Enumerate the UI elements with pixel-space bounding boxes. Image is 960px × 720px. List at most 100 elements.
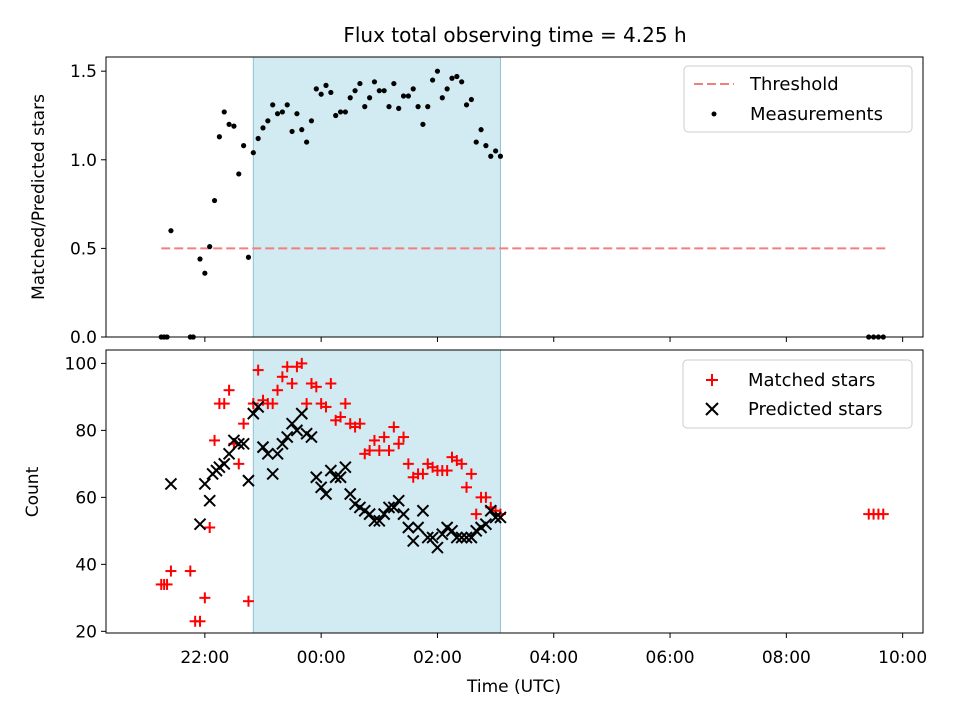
predicted-star-point (324, 464, 338, 477)
top-y-ticks: 0.0 0.5 1.0 1.5 (70, 62, 106, 348)
measurement-point (279, 109, 285, 115)
measurement-point (236, 171, 242, 177)
matched-star-point (877, 508, 889, 520)
measurement-point (459, 79, 465, 85)
predicted-star-point (266, 467, 279, 481)
measurement-point (434, 68, 441, 74)
predicted-star-point (222, 447, 236, 461)
matched-star-point (272, 384, 284, 396)
matched-star-point (398, 431, 410, 443)
matched-star-point (184, 565, 196, 577)
measurement-point (352, 88, 358, 94)
predicted-star-point (218, 457, 231, 471)
predicted-star-point (431, 541, 444, 554)
measurement-point (493, 148, 499, 154)
matched-star-point (276, 371, 288, 383)
measurement-point (308, 118, 315, 124)
matched-star-point (242, 595, 254, 607)
predicted-star-point (436, 527, 449, 541)
measurement-point (357, 80, 363, 87)
measurement-point (270, 102, 276, 108)
measurement-point (362, 104, 368, 110)
measurement-point (250, 150, 256, 156)
matched-star-point (393, 438, 405, 450)
y-tick-label: 1.5 (70, 62, 97, 82)
predicted-star-point (363, 507, 376, 521)
predicted-star-point (397, 507, 410, 521)
measurement-point (488, 153, 494, 159)
measurement-point (274, 111, 281, 117)
legend-predicted-label: Predicted stars (748, 399, 882, 420)
matched-star-point (378, 431, 390, 443)
bottom-y-ticks: 20 40 60 80 100 (65, 354, 106, 642)
matched-star-point (402, 458, 414, 470)
measurement-point (473, 139, 479, 145)
matched-star-point (301, 398, 313, 410)
measurement-point (468, 96, 474, 103)
measurement-point (497, 153, 504, 159)
measurement-point (396, 105, 402, 111)
predicted-star-point (295, 407, 308, 420)
x-tick-label: 10:00 (878, 648, 927, 668)
predicted-star-point (421, 531, 434, 544)
predicted-star-point (232, 437, 245, 450)
measurement-point (328, 89, 334, 96)
predicted-star-point (407, 534, 420, 548)
measurement-point (415, 104, 421, 110)
chart-title: Flux total observing time = 4.25 h (343, 23, 686, 47)
matched-star-point (441, 465, 453, 477)
matched-star-point (247, 398, 259, 410)
matched-star-point (223, 384, 235, 396)
top-legend-box (683, 65, 913, 133)
predicted-star-point (484, 504, 497, 517)
predicted-star-point (164, 477, 178, 491)
measurement-point (439, 95, 445, 101)
matched-star-point (267, 398, 279, 410)
measurement-point (410, 86, 416, 92)
predicted-star-point (479, 517, 493, 531)
matched-star-point (456, 458, 468, 470)
predicted-star-point (256, 440, 270, 454)
predicted-star-point (377, 507, 391, 521)
matched-star-point (480, 491, 492, 503)
matched-star-point (335, 411, 347, 423)
legend-matched-swatch (706, 374, 718, 386)
measurement-point (405, 93, 411, 99)
measurement-point (265, 118, 271, 124)
matched-star-point (281, 361, 293, 373)
matched-star-point (373, 444, 385, 456)
predicted-star-point (198, 477, 212, 491)
y-tick-label: 0.0 (70, 328, 97, 348)
bottom-legend: Matched stars Predicted stars (682, 359, 913, 429)
predicted-star-point (242, 474, 255, 487)
x-tick-label: 22:00 (180, 648, 229, 668)
x-tick-label: 06:00 (646, 648, 695, 668)
measurement-point (463, 102, 470, 108)
predicted-star-point (344, 487, 357, 501)
matched-star-point (470, 508, 482, 520)
predicted-star-point (368, 514, 381, 528)
measurement-point (313, 86, 319, 92)
measurement-point (221, 109, 227, 115)
measurement-point (226, 121, 232, 127)
predicted-star-point (319, 487, 333, 501)
measurement-point (376, 88, 382, 94)
measurement-point (211, 197, 218, 204)
matched-star-point (310, 381, 322, 393)
measurement-point (347, 95, 353, 101)
predicted-star-point (411, 521, 425, 534)
measurement-point (367, 95, 373, 101)
measurement-point (444, 86, 450, 92)
measurement-point (289, 128, 295, 135)
predicted-star-point (455, 531, 468, 544)
measurement-point (400, 93, 407, 99)
matched-star-point (165, 565, 177, 577)
matched-star-point (339, 398, 351, 410)
measurement-point (337, 109, 344, 115)
y-tick-label: 40 (75, 555, 97, 575)
measurement-point (425, 104, 431, 110)
x-tick-label: 02:00 (413, 648, 462, 668)
predicted-star-point (285, 417, 299, 430)
predicted-star-point (237, 437, 250, 450)
measurement-point (381, 88, 387, 94)
